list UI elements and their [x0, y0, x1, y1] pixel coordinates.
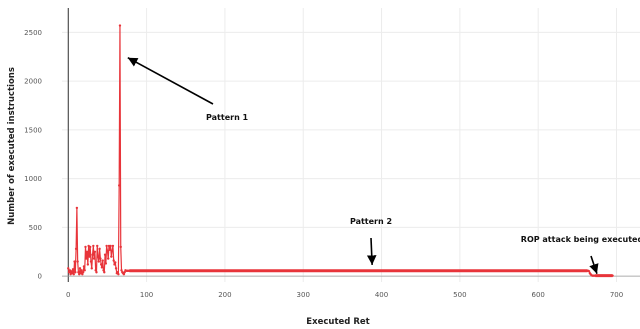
data-point	[85, 257, 88, 260]
data-point	[109, 244, 112, 248]
data-point	[107, 257, 110, 260]
data-point	[92, 257, 96, 260]
x-tick-label: 400	[375, 291, 388, 299]
data-point	[114, 261, 117, 264]
x-tick-label: 600	[531, 291, 544, 299]
y-tick-label: 2000	[24, 78, 42, 86]
x-tick-label: 700	[610, 291, 623, 299]
data-point	[117, 184, 121, 187]
data-point	[97, 260, 101, 263]
data-point	[120, 269, 123, 272]
data-point	[82, 265, 86, 268]
data-point	[103, 271, 106, 274]
data-point	[99, 257, 102, 260]
axes	[62, 8, 640, 282]
annotation-arrow	[589, 255, 599, 274]
y-tick-label: 500	[29, 224, 42, 232]
annotations: Pattern 1 Pattern 2 ROP attack being execu…	[127, 57, 640, 274]
data-point	[103, 253, 107, 256]
data-point	[78, 267, 82, 270]
data-point	[77, 271, 80, 274]
data-point	[119, 245, 122, 249]
data-point	[88, 255, 91, 258]
data-point	[118, 24, 122, 27]
data-point	[81, 271, 85, 274]
data-point	[74, 271, 77, 274]
data-point	[72, 272, 75, 276]
y-axis-title: Number of executed instructions	[7, 67, 17, 225]
data-point	[81, 272, 84, 276]
data-point	[89, 260, 93, 263]
x-tick-label: 300	[297, 291, 310, 299]
data-point	[93, 250, 97, 253]
data-point	[67, 271, 71, 274]
x-tick-label: 500	[453, 291, 466, 299]
tick-labels: 0 500 1000 1500 2000 2500 0 100 200 300 400 500 600 7…	[24, 29, 623, 299]
y-tick-label: 1000	[24, 175, 42, 183]
data-point	[106, 249, 109, 252]
data-point	[112, 259, 115, 262]
x-axis-title: Executed Ret	[306, 317, 369, 327]
data-point	[95, 271, 98, 274]
annotation-arrow	[127, 57, 214, 105]
data-point	[80, 269, 83, 272]
data-point	[102, 269, 105, 272]
data-point	[84, 245, 87, 249]
y-tick-label: 0	[38, 273, 42, 281]
annotation-label: ROP attack being executed	[521, 235, 640, 244]
data-point	[113, 263, 116, 266]
data-point	[67, 267, 70, 270]
data-point	[76, 260, 79, 263]
data-point	[98, 247, 101, 251]
data-point	[123, 271, 126, 274]
data-point	[101, 259, 104, 262]
x-tick-label: 0	[66, 291, 70, 299]
data-point	[75, 206, 79, 210]
data-point	[86, 263, 90, 266]
data-point	[73, 260, 76, 263]
data-point	[122, 272, 126, 276]
data-point	[105, 244, 108, 248]
data-point	[71, 268, 75, 271]
data-point	[94, 269, 97, 272]
data-point	[100, 266, 104, 269]
x-tick-label: 200	[218, 291, 231, 299]
annotation-arrow	[366, 237, 377, 265]
data-point	[114, 267, 118, 270]
grid	[62, 8, 640, 282]
data-point	[110, 255, 113, 258]
data-point	[85, 250, 89, 253]
data-point	[83, 269, 86, 272]
annotation-label: Pattern 2	[350, 217, 392, 226]
data-point	[90, 267, 93, 270]
y-tick-label: 1500	[24, 126, 42, 134]
data-point	[96, 244, 99, 248]
data-point	[117, 272, 120, 276]
data-point	[99, 263, 103, 266]
data-point	[96, 255, 100, 258]
data-point	[88, 245, 92, 249]
data-point	[116, 271, 119, 274]
data-point	[74, 247, 78, 251]
data-point	[111, 244, 115, 248]
data-point	[104, 262, 108, 265]
data-point	[91, 253, 94, 256]
series-group	[67, 24, 614, 278]
annotation-label: Pattern 1	[206, 113, 249, 122]
data-point	[108, 248, 111, 252]
data-point	[110, 249, 114, 252]
data-point	[70, 270, 73, 273]
y-tick-label: 2500	[24, 29, 42, 37]
data-point	[92, 244, 95, 248]
x-tick-label: 100	[140, 291, 153, 299]
